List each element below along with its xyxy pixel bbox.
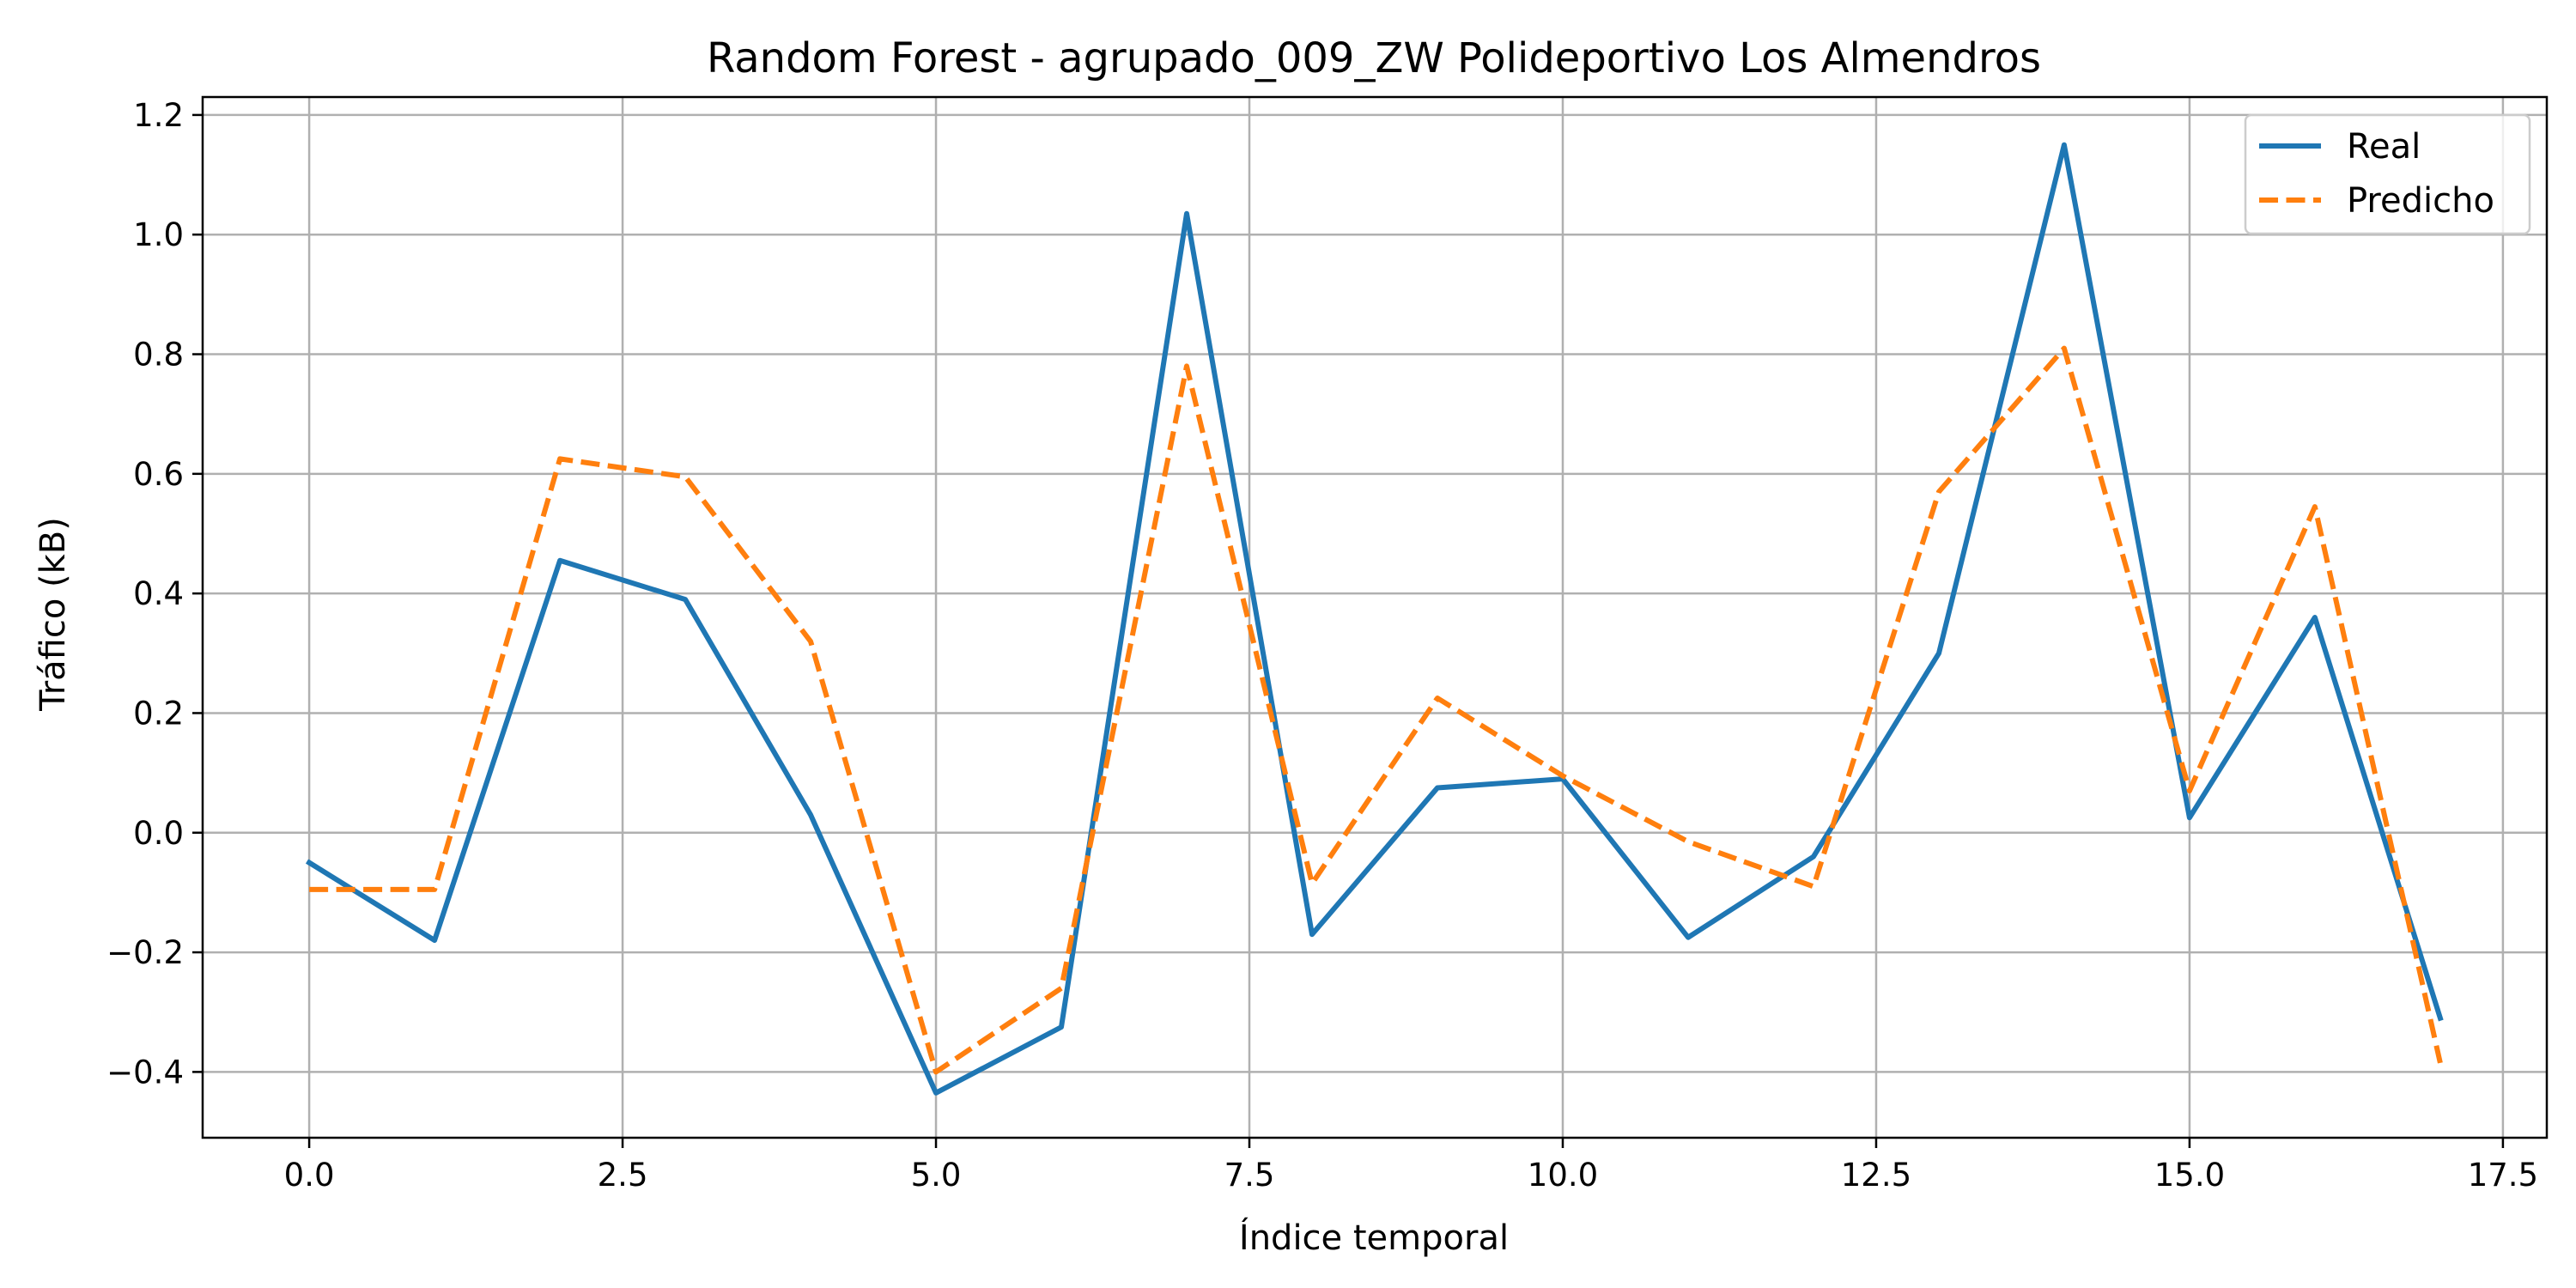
legend-label-predicho: Predicho (2347, 181, 2494, 221)
x-tick-label: 5.0 (911, 1157, 962, 1194)
x-tick-label: 7.5 (1224, 1157, 1275, 1194)
grid (203, 97, 2547, 1138)
y-tick-label: 0.6 (133, 456, 184, 493)
y-tick-label: 1.2 (133, 97, 184, 134)
x-tick-label: 15.0 (2154, 1157, 2225, 1194)
y-tick-label: 0.0 (133, 815, 184, 852)
y-tick-label: 0.8 (133, 337, 184, 374)
y-axis-label: Tráfico (kB) (33, 517, 73, 712)
y-tick-label: 0.4 (133, 575, 184, 612)
legend-label-real: Real (2347, 127, 2421, 167)
series-line-real (305, 142, 2444, 1096)
x-tick-label: 17.5 (2468, 1157, 2538, 1194)
axis-ticks: 0.0 2.5 5.0 7.5 10.0 12.5 15.0 17.5 −0.4 −0.2 0.0 0… (106, 97, 2538, 1194)
chart-title: Random Forest - agrupado_009_ZW Polidepo… (707, 34, 2041, 82)
y-tick-label: 0.2 (133, 695, 184, 732)
y-tick-label: −0.2 (106, 934, 184, 971)
plot-area (305, 142, 2444, 1096)
series-line-predicho (309, 345, 2443, 1075)
x-tick-label: 10.0 (1528, 1157, 1598, 1194)
x-tick-label: 2.5 (598, 1157, 648, 1194)
y-tick-label: 1.0 (133, 216, 184, 253)
x-tick-label: 0.0 (284, 1157, 335, 1194)
axes-frame (201, 95, 2549, 1139)
legend: Real Predicho (2244, 113, 2531, 235)
x-tick-label: 12.5 (1841, 1157, 1911, 1194)
y-tick-label: −0.4 (106, 1054, 184, 1091)
x-axis-label: Índice temporal (1239, 1217, 1509, 1258)
